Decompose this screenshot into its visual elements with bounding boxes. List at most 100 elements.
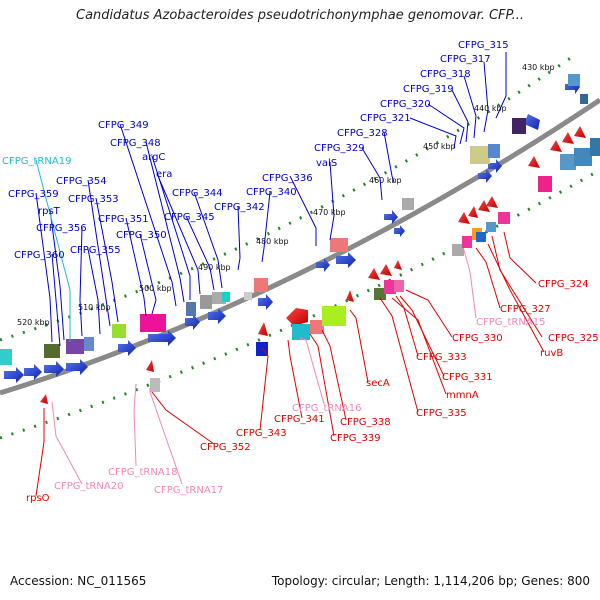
gene-block	[44, 344, 60, 358]
trna-reverse-leader-lines	[51, 249, 477, 485]
gene-arrow	[478, 200, 490, 212]
gene-label: CFPG_341	[274, 414, 325, 425]
gene-arrow	[574, 126, 586, 138]
gene-block	[580, 94, 588, 104]
gene-block	[322, 306, 346, 326]
gene-label: CFPG_328	[337, 128, 388, 139]
gene-label: CFPG_359	[8, 189, 59, 200]
gene-label: CFPG_348	[110, 138, 161, 149]
gene-label: CFPG_340	[246, 187, 297, 198]
gene-label: valS	[316, 158, 337, 169]
gene-label: CFPG_356	[36, 223, 87, 234]
gene-arrow	[44, 361, 64, 377]
gene-label: CFPG_336	[262, 173, 313, 184]
forward-blocks	[0, 74, 588, 365]
gene-arrow	[394, 225, 405, 237]
gene-label: CFPG_338	[340, 417, 391, 428]
gene-block	[574, 148, 592, 166]
gene-block	[486, 222, 496, 232]
gene-label: CFPG_345	[164, 212, 215, 223]
gene-block	[84, 337, 94, 351]
forward-leader-lines	[35, 52, 507, 347]
gene-arrow	[524, 114, 540, 130]
gene-block	[330, 238, 348, 252]
tick-label: 440 kbp	[474, 104, 507, 113]
gene-label: CFPG_321	[360, 113, 411, 124]
gene-block	[150, 378, 160, 392]
gene-arrow	[346, 290, 354, 302]
tick-label: 510 kbp	[78, 303, 111, 312]
gene-label: CFPG_324	[538, 279, 589, 290]
gene-arrow	[384, 210, 398, 224]
reverse-blocks	[150, 138, 600, 392]
gene-block	[488, 144, 500, 158]
gene-label: mmnA	[446, 390, 479, 401]
gene-block	[568, 74, 580, 86]
gene-label: era	[156, 169, 172, 180]
gene-label: CFPG_343	[236, 428, 287, 439]
accession-text: Accession: NC_011565	[10, 574, 147, 588]
gene-block	[512, 118, 526, 134]
gene-label: CFPG_342	[214, 202, 265, 213]
gene-arrow	[208, 308, 226, 324]
gene-label: CFPG_355	[70, 245, 121, 256]
gene-label: secA	[366, 378, 390, 389]
gene-arrow	[486, 196, 498, 208]
gene-arrow	[468, 206, 478, 218]
gene-label: CFPG_319	[403, 84, 454, 95]
trna-label: CFPG_tRNA18	[108, 467, 177, 478]
gene-label: CFPG_351	[98, 214, 149, 225]
gene-label: CFPG_331	[442, 372, 493, 383]
gene-label: CFPG_333	[416, 352, 467, 363]
gene-arrow	[148, 330, 176, 346]
gene-block	[470, 146, 490, 164]
gene-label: argC	[142, 152, 165, 163]
gene-label: ruvB	[540, 348, 563, 359]
gene-arrow	[562, 132, 574, 144]
gene-arrow	[488, 159, 502, 173]
gene-arrow	[258, 322, 268, 336]
gene-block	[452, 244, 464, 256]
gene-label: CFPG_320	[380, 99, 431, 110]
gene-label: CFPG_318	[420, 69, 471, 80]
gene-block	[462, 236, 472, 248]
gene-block	[538, 176, 552, 192]
tick-label: 500 kbp	[139, 284, 172, 293]
gene-label: CFPG_325	[548, 333, 599, 344]
gene-arrow	[118, 340, 136, 356]
gene-block	[310, 320, 324, 334]
gene-block	[292, 324, 310, 340]
gene-block	[112, 324, 126, 338]
gene-block	[222, 292, 230, 302]
gene-block	[402, 198, 414, 210]
gene-block	[244, 292, 252, 300]
trna-label: CFPG_tRNA17	[154, 485, 223, 496]
gene-label: CFPG_339	[330, 433, 381, 444]
gene-block	[476, 232, 486, 242]
gene-block	[590, 138, 600, 156]
trna-label: CFPG_tRNA15	[476, 317, 545, 328]
gene-arrow	[550, 140, 562, 152]
forward-genes	[4, 80, 580, 383]
gene-arrow	[380, 264, 392, 276]
map-title: Candidatus Azobacteroides pseudotrichony…	[76, 8, 524, 23]
gene-arrow	[24, 364, 42, 380]
gene-block	[374, 288, 386, 300]
tick-label: 450 kbp	[423, 142, 456, 151]
gene-arrow	[316, 258, 330, 272]
gene-block	[498, 212, 510, 224]
gene-block	[254, 278, 268, 292]
trna-label: CFPG_tRNA20	[54, 481, 123, 492]
gene-arrow	[478, 169, 492, 183]
gene-block	[66, 339, 84, 354]
gene-arrow	[185, 314, 200, 330]
reverse-leader-lines	[35, 231, 545, 497]
gene-block	[140, 314, 166, 332]
tick-label: 480 kbp	[256, 237, 289, 246]
trna-label: CFPG_tRNA19	[2, 156, 71, 167]
gene-label: CFPG_317	[440, 54, 491, 65]
gene-arrow	[336, 252, 356, 268]
gene-label: rpsO	[26, 493, 50, 504]
gene-arrow	[368, 268, 380, 280]
